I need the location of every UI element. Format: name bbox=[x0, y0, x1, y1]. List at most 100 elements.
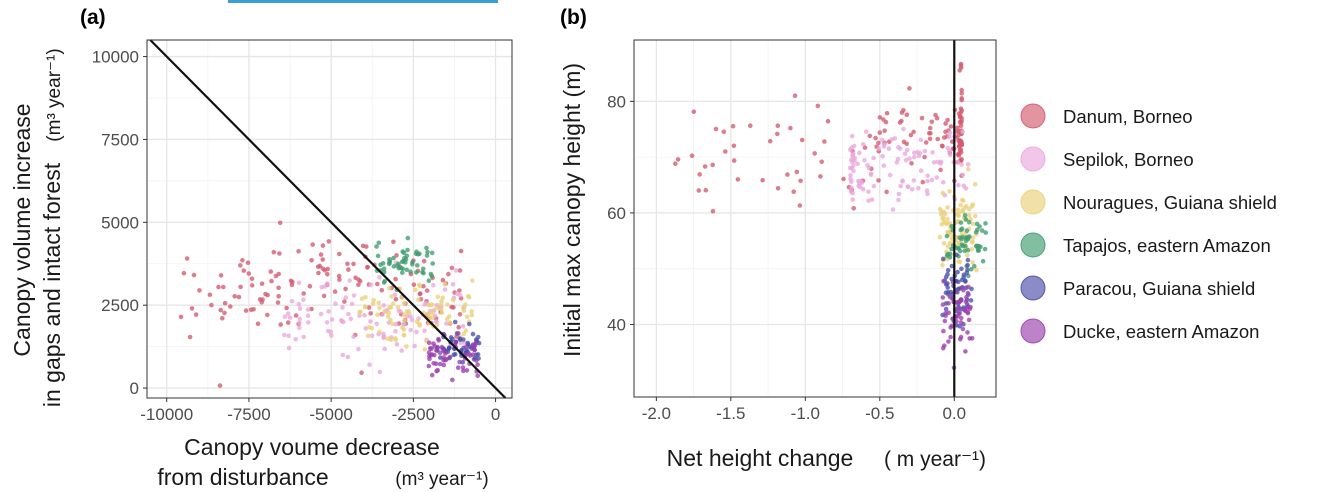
panel-a-x-title-line1: Canopy voume decrease bbox=[184, 434, 440, 460]
legend-item: Paracou, Guiana shield bbox=[1020, 275, 1255, 301]
data-point bbox=[956, 211, 961, 216]
panel-b-y-title: Initial max canopy height (m) bbox=[559, 63, 585, 357]
data-point bbox=[876, 140, 881, 146]
series-danum bbox=[178, 220, 464, 388]
data-point bbox=[965, 253, 970, 258]
data-point bbox=[710, 208, 716, 214]
data-point bbox=[464, 368, 470, 373]
data-point bbox=[871, 183, 877, 189]
series-nouragues bbox=[937, 166, 979, 273]
data-point bbox=[470, 352, 476, 358]
data-point bbox=[822, 139, 827, 144]
data-point bbox=[428, 352, 434, 358]
data-point bbox=[969, 246, 975, 252]
data-point bbox=[359, 296, 365, 302]
panel-a-y-title-line2-text: in gaps and intact forest bbox=[39, 162, 65, 407]
data-point bbox=[948, 334, 953, 340]
legend-item: Sepilok, Borneo bbox=[1020, 146, 1194, 172]
data-point bbox=[460, 365, 466, 370]
data-point bbox=[326, 239, 332, 244]
series-tapajos bbox=[374, 235, 436, 293]
data-point bbox=[931, 160, 937, 165]
data-point bbox=[470, 278, 475, 283]
data-point bbox=[971, 221, 976, 227]
data-point bbox=[904, 147, 910, 153]
data-point bbox=[305, 307, 311, 312]
data-point bbox=[218, 307, 223, 313]
data-point bbox=[966, 284, 971, 290]
data-point bbox=[426, 340, 432, 346]
data-point bbox=[329, 333, 334, 338]
data-point bbox=[748, 123, 753, 128]
data-point bbox=[275, 300, 281, 305]
data-point bbox=[260, 297, 265, 302]
data-point bbox=[983, 221, 988, 226]
data-point bbox=[901, 126, 906, 132]
legend-label: Tapajos, eastern Amazon bbox=[1063, 235, 1271, 256]
data-point bbox=[940, 302, 946, 307]
data-point bbox=[458, 340, 464, 346]
data-point bbox=[404, 267, 410, 273]
panel-a-y-title-unit: (m³ year⁻¹) bbox=[44, 48, 65, 141]
data-point bbox=[863, 129, 869, 134]
data-point bbox=[904, 141, 909, 147]
data-point bbox=[689, 153, 695, 158]
data-point bbox=[277, 251, 282, 256]
data-point bbox=[278, 322, 284, 327]
panel-b-y-ticks: 40 60 80 bbox=[607, 92, 634, 334]
data-point bbox=[438, 301, 444, 307]
panel-a-frame bbox=[146, 39, 513, 399]
data-point bbox=[408, 314, 413, 319]
data-point bbox=[922, 148, 928, 154]
legend-label: Nouragues, Guiana shield bbox=[1063, 192, 1277, 213]
data-point bbox=[849, 179, 854, 185]
data-point bbox=[333, 301, 338, 307]
data-point bbox=[442, 282, 448, 287]
panel-b-y-title-text: Initial max canopy height (m) bbox=[559, 63, 585, 357]
data-point bbox=[943, 121, 948, 126]
data-point bbox=[259, 281, 265, 287]
data-point bbox=[376, 300, 382, 306]
data-point bbox=[424, 288, 430, 293]
data-point bbox=[422, 328, 427, 334]
y-tick-label: 5000 bbox=[101, 213, 139, 232]
data-point bbox=[960, 129, 965, 135]
data-point bbox=[691, 109, 697, 114]
data-point bbox=[956, 111, 962, 116]
data-point bbox=[958, 220, 964, 225]
data-point bbox=[929, 119, 935, 125]
data-point bbox=[400, 249, 406, 254]
data-point bbox=[916, 186, 921, 191]
data-point bbox=[457, 359, 462, 365]
data-point bbox=[306, 320, 311, 325]
data-point bbox=[909, 161, 914, 166]
data-point bbox=[392, 292, 398, 298]
data-point bbox=[414, 329, 419, 335]
data-point bbox=[799, 137, 805, 143]
data-point bbox=[775, 186, 781, 191]
data-point bbox=[442, 287, 448, 292]
series-nouragues bbox=[357, 278, 475, 352]
data-point bbox=[381, 303, 387, 308]
data-point bbox=[430, 261, 436, 266]
data-point bbox=[427, 312, 432, 318]
data-point bbox=[966, 317, 972, 323]
data-point bbox=[935, 136, 940, 142]
data-point bbox=[310, 242, 316, 247]
data-point bbox=[415, 263, 420, 268]
data-point bbox=[421, 270, 426, 276]
data-point bbox=[346, 311, 351, 317]
data-point bbox=[241, 268, 246, 273]
data-point bbox=[949, 223, 955, 229]
x-tick-label: -2500 bbox=[392, 405, 435, 424]
data-point bbox=[924, 188, 930, 193]
legend-swatch bbox=[1020, 189, 1046, 215]
data-point bbox=[277, 220, 283, 226]
data-point bbox=[393, 297, 399, 302]
data-point bbox=[469, 309, 475, 314]
data-point bbox=[959, 97, 964, 103]
data-point bbox=[841, 176, 846, 182]
data-point bbox=[417, 321, 422, 327]
data-point bbox=[429, 273, 435, 279]
y-tick-label: 60 bbox=[607, 204, 626, 223]
